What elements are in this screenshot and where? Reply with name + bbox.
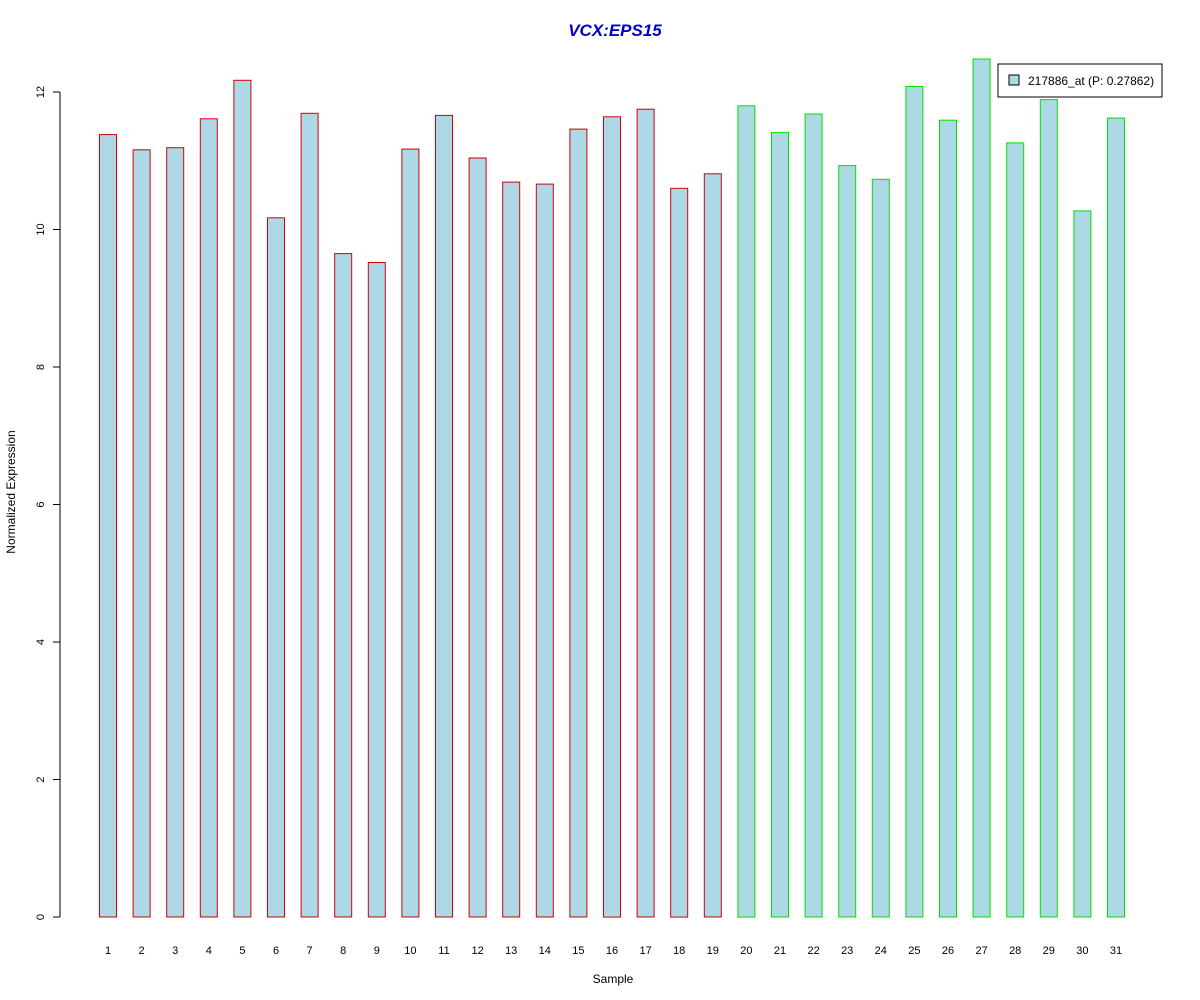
y-tick-label: 8: [35, 364, 47, 370]
x-tick-label: 22: [807, 945, 819, 957]
bar-sample-22: [804, 113, 823, 918]
y-axis-label: Normalized Expression: [4, 430, 18, 553]
bar-sample-26: [939, 119, 957, 918]
bar-sample-9: [367, 262, 386, 918]
x-tick-label: 27: [975, 945, 987, 957]
x-tick-label: 1: [105, 945, 111, 957]
legend-box: [997, 63, 1163, 98]
bar-sample-1: [99, 134, 117, 918]
bar-sample-7: [300, 112, 319, 918]
x-tick-label: 15: [572, 945, 584, 957]
x-tick-label: 28: [1009, 945, 1021, 957]
bar-sample-25: [905, 86, 924, 918]
legend-swatch: [1008, 74, 1020, 86]
bar-sample-5: [233, 79, 252, 918]
bar-sample-29: [1039, 99, 1058, 918]
bar-sample-10: [401, 148, 420, 918]
bar-sample-28: [1006, 142, 1025, 918]
bar-sample-2: [132, 149, 151, 918]
bar-sample-23: [838, 165, 857, 918]
x-tick-label: 2: [139, 945, 145, 957]
x-tick-label: 5: [239, 945, 245, 957]
y-tick-label: 10: [35, 223, 47, 235]
bar-sample-8: [334, 253, 353, 918]
bar-sample-6: [267, 217, 285, 918]
bar-sample-3: [166, 147, 185, 918]
x-tick-label: 10: [404, 945, 416, 957]
x-tick-label: 31: [1110, 945, 1122, 957]
legend: 217886_at (P: 0.27862): [997, 63, 1163, 98]
bar-sample-18: [670, 187, 689, 918]
x-tick-label: 6: [273, 945, 279, 957]
bar-sample-15: [569, 128, 588, 918]
bar-sample-31: [1107, 117, 1125, 918]
y-tick-label: 2: [35, 776, 47, 782]
bar-sample-27: [972, 58, 991, 918]
x-axis-label: Sample: [593, 972, 634, 986]
x-tick-label: 18: [673, 945, 685, 957]
bar-sample-13: [502, 181, 521, 918]
x-tick-label: 4: [206, 945, 212, 957]
y-tick-label: 12: [35, 86, 47, 98]
bar-sample-17: [636, 108, 655, 918]
x-tick-label: 17: [639, 945, 651, 957]
x-tick-label: 13: [505, 945, 517, 957]
bar-sample-11: [435, 114, 453, 918]
bar-sample-12: [468, 157, 487, 918]
y-axis: 0 2 4 6 8 10 12: [35, 86, 61, 920]
x-tick-label: 30: [1076, 945, 1088, 957]
x-tick-label: 8: [340, 945, 346, 957]
legend-label: 217886_at (P: 0.27862): [1028, 74, 1154, 88]
x-tick-label: 16: [606, 945, 618, 957]
x-tick-label: 7: [307, 945, 313, 957]
bar-sample-21: [771, 132, 789, 918]
x-tick-label: 26: [942, 945, 954, 957]
y-tick-label: 0: [35, 914, 47, 920]
bar-sample-20: [737, 105, 756, 918]
x-tick-label: 14: [539, 945, 551, 957]
chart-title: VCX:EPS15: [568, 21, 662, 40]
x-tick-label: 19: [707, 945, 719, 957]
y-tick-label: 6: [35, 501, 47, 507]
x-tick-label: 20: [740, 945, 752, 957]
x-axis-labels: 1 2 3 4 5 6 7 8 9 10 11 12 13 14 15 16 17 18 19 20 21 22 23 24 2…: [105, 945, 1122, 957]
x-tick-label: 29: [1043, 945, 1055, 957]
x-tick-label: 23: [841, 945, 853, 957]
x-tick-label: 25: [908, 945, 920, 957]
bar-sample-30: [1073, 210, 1092, 918]
x-tick-label: 3: [172, 945, 178, 957]
x-tick-label: 12: [471, 945, 483, 957]
x-tick-label: 21: [774, 945, 786, 957]
bar-sample-4: [199, 118, 218, 918]
bar-sample-24: [871, 178, 890, 918]
x-tick-label: 24: [875, 945, 887, 957]
x-tick-label: 9: [374, 945, 380, 957]
bars-group: [99, 58, 1125, 918]
bar-sample-14: [535, 183, 554, 918]
y-tick-label: 4: [35, 639, 47, 645]
bar-sample-16: [603, 116, 621, 918]
bar-sample-19: [703, 173, 722, 918]
x-tick-label: 11: [438, 945, 449, 957]
